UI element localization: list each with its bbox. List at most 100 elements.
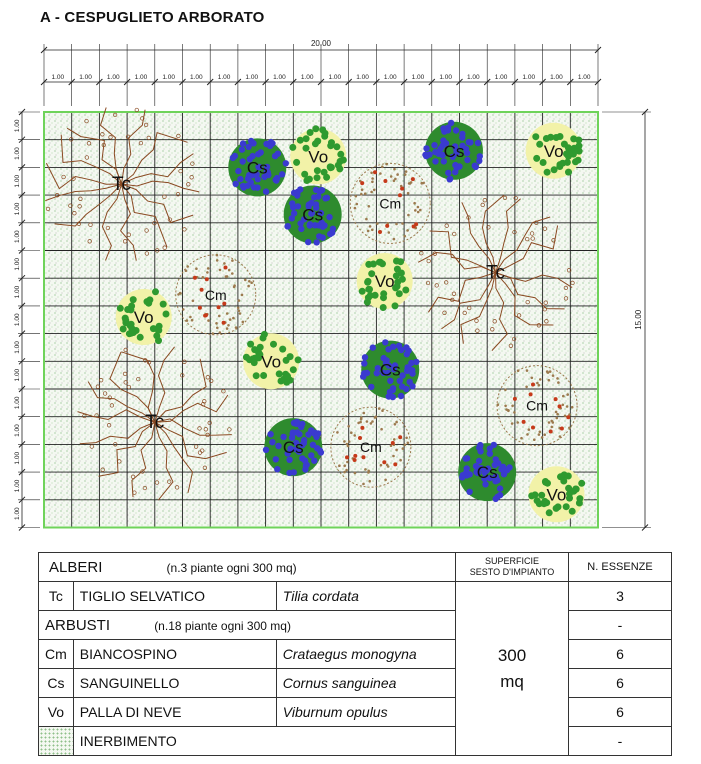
cs-flower [267, 431, 274, 438]
cm-dot [504, 404, 507, 408]
cm-dot [371, 177, 374, 180]
essenze-header: N. ESSENZE [568, 552, 672, 582]
cs-flower [301, 457, 309, 464]
cs-flower [282, 160, 289, 167]
tree-leaf [143, 122, 149, 128]
vo-leaf [143, 298, 151, 306]
tree-code-label: Tc [486, 263, 505, 284]
cm-berry [512, 396, 517, 401]
cs-flower [481, 475, 488, 482]
tree-leaf [205, 432, 210, 438]
vo-leaf [250, 359, 258, 367]
tree-leaf [123, 380, 128, 385]
tree-leaf [452, 231, 457, 237]
cs-flower [492, 495, 499, 503]
cs-shrub-symbol: Cs [283, 185, 342, 246]
tree-leaf [425, 280, 431, 286]
cm-dot [520, 436, 523, 440]
vo-leaf [376, 258, 384, 266]
cell-width-label: 1.00 [495, 74, 508, 81]
tc-name: TIGLIO SELVATICO [72, 581, 277, 611]
cs-flower [432, 158, 439, 165]
cell-height-label: 1.00 [14, 313, 21, 326]
cell-width-label: 1.00 [550, 74, 563, 81]
cs-flower [253, 171, 260, 178]
cm-dot [250, 281, 253, 285]
tree-leaf [55, 193, 60, 198]
tc-count: 3 [568, 581, 672, 611]
dim-tick [18, 164, 26, 171]
cm-dot [215, 253, 219, 257]
tree-leaf [462, 310, 467, 316]
tree-leaf [69, 137, 74, 142]
cs-flower [280, 433, 287, 441]
dim-tick [594, 78, 602, 86]
cm-dot [228, 318, 232, 321]
vo-leaf [533, 497, 541, 505]
cm-dot [548, 370, 552, 373]
grid-border [43, 111, 599, 529]
vo-leaf [393, 282, 401, 290]
tree-leaf [434, 283, 439, 288]
cs-flower [380, 369, 387, 376]
vo-leaf [552, 504, 560, 512]
vo-leaf [333, 143, 341, 151]
tree-leaf [138, 140, 144, 146]
cm-dot [557, 381, 560, 384]
cm-dot [547, 378, 551, 382]
cs-flower [284, 450, 291, 457]
vo-leaf [539, 159, 547, 166]
cm-dot [401, 447, 405, 450]
cs-flower [373, 370, 380, 377]
cm-dot [525, 369, 529, 372]
cs-flower [398, 383, 406, 390]
dim-tick [641, 108, 649, 116]
cm-dot [511, 404, 514, 408]
tree-leaf [566, 268, 572, 273]
cs-flower [290, 210, 298, 217]
surface-cell: 300 mq [455, 581, 569, 756]
cm-dot [377, 407, 381, 410]
dim-tick [400, 78, 408, 86]
cm-dot [360, 188, 364, 191]
cs-flower [235, 167, 242, 175]
vo-shrub-symbol: Vo [525, 122, 583, 179]
dim-tick [18, 247, 26, 254]
cm-berry [378, 230, 382, 234]
tree-branch [154, 418, 232, 436]
cm-dot [507, 409, 510, 413]
cs-flower [288, 434, 296, 441]
tree-branch [45, 183, 122, 202]
tree-leaf [175, 192, 181, 197]
cell-height-label: 1.00 [14, 341, 21, 354]
vo-leaf [560, 477, 568, 485]
cm-dot [563, 414, 567, 418]
vo-leaf [119, 325, 127, 333]
tree-leaf [140, 469, 145, 474]
tree-leaf [144, 228, 149, 233]
tree-leaf [152, 220, 157, 226]
tree-branch [154, 394, 229, 423]
vo-leaf [247, 340, 255, 348]
tree-leaf [84, 155, 90, 160]
vo-code-label: Vo [544, 142, 564, 161]
cm-dot [516, 421, 519, 424]
cs-flower [403, 351, 410, 358]
cm-dot [416, 205, 420, 209]
cell-height-label: 1.00 [14, 202, 21, 215]
cs-flower [322, 195, 329, 202]
cm-dot [353, 206, 357, 210]
cm-dot [547, 421, 551, 424]
cm-dot [386, 465, 390, 468]
cm-dot [206, 271, 209, 274]
tree-leaf [113, 442, 118, 447]
cm-outline [330, 406, 412, 488]
tree-branch [79, 421, 155, 445]
cell-height-label: 1.00 [14, 479, 21, 492]
dim-tick [206, 78, 214, 86]
cs-flower [462, 455, 469, 462]
cm-dot [537, 383, 541, 387]
vo-leaf [279, 345, 287, 353]
cm-dot [231, 272, 234, 275]
cm-berry [559, 426, 564, 431]
